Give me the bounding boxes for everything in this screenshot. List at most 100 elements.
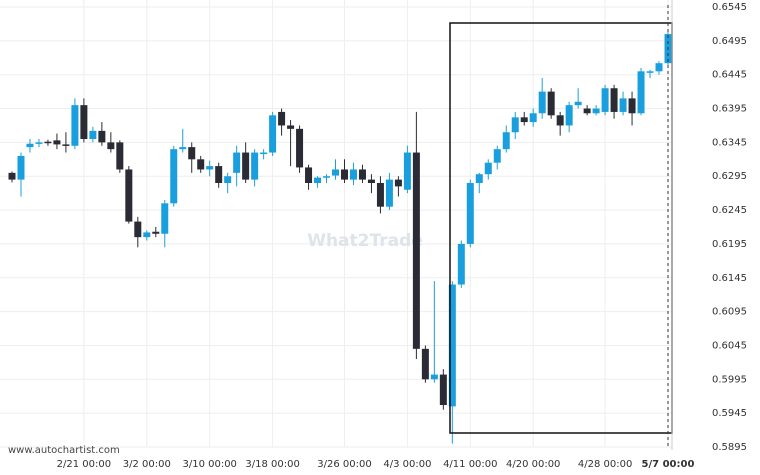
candle-body xyxy=(367,179,375,183)
candle-body xyxy=(556,115,564,126)
y-tick-label: 0.5995 xyxy=(712,374,747,385)
candle-body xyxy=(583,108,591,114)
candle-body xyxy=(233,152,241,173)
candle-body xyxy=(296,128,304,168)
x-tick-label: 4/28 00:00 xyxy=(578,459,632,470)
candle-body xyxy=(188,147,196,160)
y-tick-label: 0.6395 xyxy=(712,104,747,115)
candle-body xyxy=(421,348,429,380)
candle-body xyxy=(224,176,232,183)
x-tick-label: 2/21 00:00 xyxy=(57,459,111,470)
candle-body xyxy=(98,130,106,143)
candle-body xyxy=(484,162,492,175)
candle-body xyxy=(323,176,331,178)
candle-body xyxy=(511,117,519,133)
y-tick-label: 0.6195 xyxy=(712,239,747,250)
candle-body xyxy=(17,155,25,180)
y-tick-label: 0.6295 xyxy=(712,171,747,182)
x-tick-label: 4/11 00:00 xyxy=(443,459,497,470)
candle-body xyxy=(502,132,510,150)
y-tick-label: 0.5895 xyxy=(712,442,747,453)
candle-body xyxy=(278,111,286,126)
y-tick-label: 0.5945 xyxy=(712,408,747,419)
candle-body xyxy=(538,91,546,114)
candle-body xyxy=(592,108,600,114)
x-tick-label: 3/26 00:00 xyxy=(317,459,371,470)
y-tick-label: 0.6245 xyxy=(712,205,747,216)
candle-body xyxy=(80,105,88,139)
watermark: What2Trade xyxy=(307,231,423,251)
candle-body xyxy=(457,243,465,285)
x-tick-label: 3/18 00:00 xyxy=(245,459,299,470)
candle-body xyxy=(619,98,627,112)
candle-body xyxy=(358,169,366,180)
candle-body xyxy=(44,141,52,144)
grid xyxy=(0,0,672,448)
candle-body xyxy=(601,88,609,112)
candle-body xyxy=(376,183,384,207)
y-tick-label: 0.6145 xyxy=(712,273,747,284)
candle-body xyxy=(107,142,115,150)
y-tick-label: 0.6495 xyxy=(712,36,747,47)
candle-body xyxy=(251,152,259,180)
candle-body xyxy=(448,284,456,407)
candle-body xyxy=(116,142,124,170)
candle-body xyxy=(466,183,474,244)
candle-body xyxy=(547,91,555,116)
candle-body xyxy=(529,113,537,123)
candle-body xyxy=(493,149,501,163)
candle-body xyxy=(475,174,483,183)
x-tick-label: 3/10 00:00 xyxy=(182,459,236,470)
candle-body xyxy=(637,71,645,114)
candle-body xyxy=(520,117,528,123)
candle-body xyxy=(385,179,393,207)
y-tick-label: 0.6445 xyxy=(712,70,747,81)
y-tick-label: 0.6545 xyxy=(712,2,747,13)
candle-body xyxy=(206,166,214,170)
candle-body xyxy=(610,88,618,112)
candle-body xyxy=(8,172,16,180)
y-tick-label: 0.6045 xyxy=(712,340,747,351)
candle-body xyxy=(394,179,402,187)
candle-body xyxy=(646,71,654,73)
candle-body xyxy=(179,147,187,150)
x-tick-label: 4/3 00:00 xyxy=(383,459,431,470)
candle-body xyxy=(242,152,250,180)
x-tick-label: 3/2 00:00 xyxy=(123,459,171,470)
candle-body xyxy=(628,98,636,114)
candle-body xyxy=(287,125,295,129)
candle-body xyxy=(439,374,447,406)
candle-body xyxy=(430,374,438,380)
candle-body xyxy=(215,166,223,183)
candle-body xyxy=(655,63,663,72)
candle-body xyxy=(71,105,79,146)
y-tick-label: 0.6345 xyxy=(712,137,747,148)
candle-body xyxy=(574,101,582,106)
candle-body xyxy=(403,152,411,190)
candle-body xyxy=(125,169,133,222)
candle-body xyxy=(349,169,357,180)
candle-body xyxy=(170,149,178,204)
candle-body xyxy=(565,105,573,126)
candle-body xyxy=(53,140,61,145)
candle-body xyxy=(305,167,313,183)
y-tick-label: 0.6095 xyxy=(712,307,747,318)
candle-body xyxy=(89,130,97,139)
candle-body xyxy=(332,169,340,176)
x-tick-label: 4/20 00:00 xyxy=(506,459,560,470)
candle-body xyxy=(314,177,322,183)
candle-body xyxy=(62,144,70,146)
candle-body xyxy=(197,159,205,170)
candle-body xyxy=(152,231,160,234)
candle-body xyxy=(269,115,277,153)
candle-body xyxy=(340,169,348,180)
source: www.autochartist.com xyxy=(8,445,120,456)
candle-body xyxy=(134,221,142,238)
candle-body xyxy=(412,152,420,349)
candle-body xyxy=(35,142,43,144)
x-tick-label: 5/7 00:00 xyxy=(642,459,695,470)
candle-body xyxy=(143,232,151,238)
candle-body xyxy=(26,143,34,148)
candle-body xyxy=(161,203,169,234)
